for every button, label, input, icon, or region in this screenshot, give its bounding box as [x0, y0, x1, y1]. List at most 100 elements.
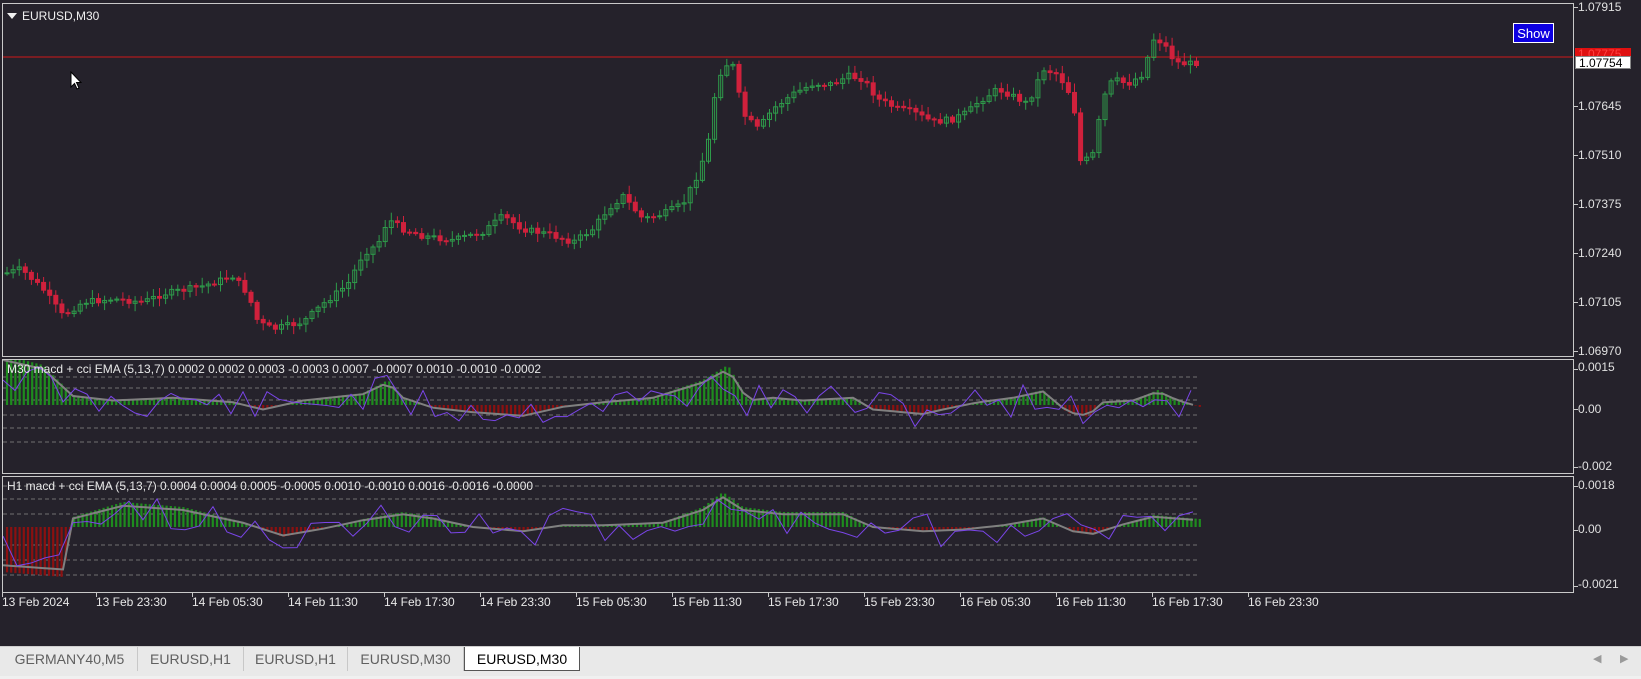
- candle-body: [767, 112, 772, 120]
- candle-body: [638, 210, 644, 218]
- candle-body: [840, 78, 846, 84]
- candle-body: [858, 78, 864, 82]
- candle-body: [626, 194, 632, 203]
- symbol-title-text: EURUSD,M30: [22, 9, 100, 23]
- chart-tab[interactable]: EURUSD,H1: [244, 647, 348, 671]
- candle-body: [35, 278, 40, 283]
- m30-scale-tick: -0.002: [1578, 459, 1613, 473]
- candle-body: [41, 281, 47, 291]
- candle-body: [785, 97, 791, 105]
- symbol-title[interactable]: EURUSD,M30: [7, 9, 99, 23]
- candle-body: [596, 218, 602, 231]
- main-price-pane[interactable]: EURUSD,M30 Show: [2, 3, 1574, 357]
- candle-body: [718, 74, 724, 99]
- candle-body: [846, 72, 852, 80]
- candle-body: [364, 253, 370, 261]
- candle-body: [669, 206, 675, 211]
- candle-body: [1053, 72, 1059, 75]
- time-axis[interactable]: 13 Feb 2024 13 Feb 23:30 14 Feb 05:30 14 Fe…: [0, 593, 1574, 619]
- candle-body: [205, 283, 211, 287]
- candle-body: [773, 106, 779, 114]
- m30-indicator-title: M30 macd + cci EMA (5,13,7) 0.0002 0.000…: [7, 362, 542, 376]
- candle-body: [1181, 61, 1187, 66]
- candle-body: [1035, 79, 1041, 99]
- price-scale-tick: 1.07240: [1578, 246, 1622, 260]
- candle-body: [1108, 80, 1114, 95]
- candle-body: [260, 318, 266, 324]
- scroll-right-icon[interactable]: ▶: [1620, 653, 1629, 665]
- chart-tab[interactable]: GERMANY40,M5: [2, 647, 138, 671]
- time-axis-label: 15 Feb 05:30: [576, 595, 647, 609]
- candle-body: [828, 82, 833, 87]
- candle-body: [462, 234, 467, 237]
- candlestick-chart[interactable]: [3, 4, 1573, 356]
- signal-line: [3, 496, 1194, 571]
- candle-body: [132, 300, 138, 304]
- chart-tab-bar: GERMANY40,M5 EURUSD,H1 EURUSD,H1 EURUSD,…: [0, 646, 1641, 676]
- candle-body: [1133, 78, 1138, 86]
- candle-body: [681, 202, 687, 205]
- show-button[interactable]: Show: [1513, 23, 1554, 43]
- candle-body: [150, 295, 156, 300]
- candle-body: [687, 187, 693, 204]
- candle-body: [803, 86, 809, 91]
- collapse-triangle-icon[interactable]: [7, 13, 17, 19]
- candle-body: [565, 238, 571, 244]
- candle-body: [431, 235, 437, 238]
- bid-price-badge: 1.07754: [1575, 56, 1631, 70]
- h1-indicator-chart: [3, 485, 1201, 577]
- chart-tab[interactable]: EURUSD,M30: [348, 647, 464, 671]
- chart-tab-active[interactable]: EURUSD,M30: [464, 647, 580, 671]
- h1-indicator-scale[interactable]: 0.0018 0.00 -0.0021: [1574, 476, 1641, 593]
- candle-body: [974, 102, 980, 108]
- candle-body: [321, 302, 327, 308]
- tab-label: GERMANY40,M5: [14, 651, 125, 667]
- candle-body: [815, 84, 821, 87]
- candle-body: [1078, 112, 1084, 162]
- candle-body: [724, 65, 730, 76]
- candle-body: [254, 301, 260, 320]
- candle-body: [1114, 77, 1120, 82]
- candle-body: [1096, 119, 1102, 154]
- candle-body: [1194, 60, 1199, 66]
- h1-indicator-pane[interactable]: H1 macd + cci EMA (5,13,7) 0.0004 0.0004…: [2, 476, 1574, 593]
- candle-body: [77, 303, 83, 312]
- candle-body: [1157, 39, 1163, 44]
- candle-body: [425, 235, 431, 239]
- candle-body: [913, 107, 919, 113]
- candle-body: [907, 107, 913, 110]
- candle-body: [449, 238, 455, 242]
- candle-body: [968, 106, 974, 112]
- price-scale-tick: 1.07510: [1578, 148, 1622, 162]
- candle-body: [663, 209, 669, 217]
- candle-body: [437, 235, 443, 242]
- tab-label: EURUSD,M30: [360, 651, 451, 667]
- chart-window[interactable]: EURUSD,M30 Show 1.07915 1.07645 1.07510 1.0…: [0, 0, 1641, 650]
- candle-body: [1072, 91, 1077, 114]
- candle-body: [547, 231, 553, 234]
- m30-indicator-scale[interactable]: 0.0015 0.00 -0.002: [1574, 359, 1641, 474]
- m30-indicator-pane[interactable]: M30 macd + cci EMA (5,13,7) 0.0002 0.000…: [2, 359, 1574, 474]
- chart-tab[interactable]: EURUSD,H1: [138, 647, 244, 671]
- cci-line: [3, 366, 1192, 428]
- h1-indicator-title: H1 macd + cci EMA (5,13,7) 0.0004 0.0004…: [7, 479, 534, 493]
- candle-body: [309, 310, 315, 320]
- candle-body: [760, 118, 766, 127]
- time-axis-label: 16 Feb 11:30: [1056, 595, 1126, 609]
- candle-body: [218, 277, 223, 286]
- candle-body: [126, 298, 132, 304]
- candle-body: [492, 219, 498, 227]
- price-scale-tick: 1.07375: [1578, 197, 1622, 211]
- time-axis-label: 14 Feb 17:30: [384, 595, 455, 609]
- scroll-left-icon[interactable]: ◀: [1593, 653, 1602, 665]
- candle-body: [303, 318, 309, 325]
- price-scale-tick: 1.06970: [1578, 344, 1622, 358]
- candle-body: [553, 232, 559, 239]
- time-axis-label: 15 Feb 17:30: [768, 595, 839, 609]
- candle-body: [181, 288, 187, 292]
- candle-body: [16, 266, 22, 271]
- candle-body: [47, 289, 53, 296]
- candle-body: [590, 229, 596, 236]
- candle-body: [291, 322, 297, 327]
- candle-body: [138, 300, 144, 303]
